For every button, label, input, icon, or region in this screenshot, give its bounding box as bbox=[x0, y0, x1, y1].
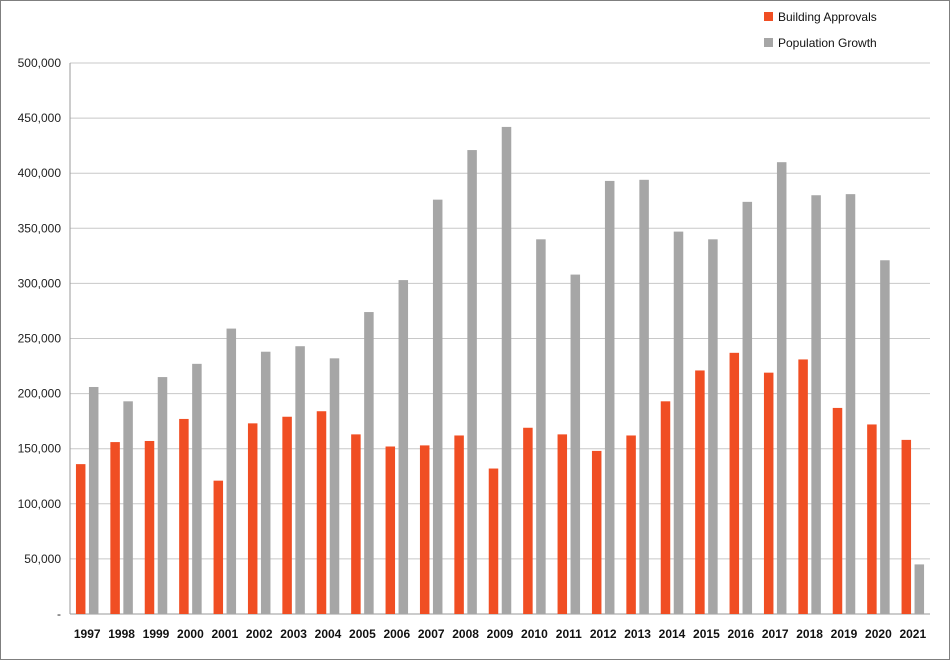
bar-building-approvals-2017 bbox=[763, 372, 774, 614]
x-tick-label: 2015 bbox=[693, 627, 720, 641]
y-tick-label: 250,000 bbox=[18, 332, 62, 346]
bar-population-growth-2013 bbox=[639, 179, 649, 614]
y-tick-label: 200,000 bbox=[18, 387, 62, 401]
x-tick-label: 2016 bbox=[727, 627, 754, 641]
x-tick-label: 1999 bbox=[143, 627, 170, 641]
bar-building-approvals-2003 bbox=[282, 416, 292, 614]
y-tick-label: - bbox=[57, 607, 61, 621]
legend-label-population-growth: Population Growth bbox=[778, 36, 877, 50]
bar-population-growth-2021 bbox=[914, 564, 925, 614]
x-axis-tick-labels: 1997 1998 1999 2000 2001 2002 2003 2004 2005 2006… bbox=[74, 627, 927, 641]
bar-population-growth-2017 bbox=[776, 162, 787, 614]
bar-building-approvals-2001 bbox=[213, 480, 224, 614]
x-tick-label: 2002 bbox=[246, 627, 273, 641]
bar-population-growth-2003 bbox=[295, 346, 305, 614]
bar-building-approvals-2009 bbox=[488, 468, 499, 614]
y-tick-label: 150,000 bbox=[18, 442, 62, 456]
x-tick-label: 2009 bbox=[487, 627, 514, 641]
bar-population-growth-2012 bbox=[604, 180, 615, 614]
bar-building-approvals-1999 bbox=[144, 440, 155, 614]
y-tick-label: 350,000 bbox=[18, 221, 62, 235]
x-tick-label: 2003 bbox=[280, 627, 307, 641]
bar-building-approvals-2000 bbox=[179, 418, 189, 614]
bar-building-approvals-2014 bbox=[660, 401, 671, 614]
x-tick-label: 2005 bbox=[349, 627, 376, 641]
bar-population-growth-2008 bbox=[467, 150, 477, 615]
bar-building-approvals-2016 bbox=[729, 352, 740, 614]
bar-building-approvals-2020 bbox=[867, 424, 877, 614]
y-tick-label: 300,000 bbox=[18, 276, 62, 290]
legend-swatch-building-approvals bbox=[764, 12, 773, 21]
bar-population-growth-2016 bbox=[742, 201, 753, 615]
y-tick-label: 400,000 bbox=[18, 166, 62, 180]
bar-population-growth-2010 bbox=[536, 239, 546, 614]
bar-population-growth-1997 bbox=[88, 386, 99, 614]
y-axis-tick-labels: - 50,000 100,000 150,000 200,000 250,000 300,0… bbox=[18, 56, 62, 621]
x-tick-label: 2014 bbox=[659, 627, 686, 641]
x-tick-label: 2007 bbox=[418, 627, 445, 641]
bar-population-growth-2005 bbox=[364, 312, 374, 614]
bar-population-growth-2015 bbox=[708, 239, 718, 614]
x-tick-label: 2018 bbox=[796, 627, 823, 641]
bar-building-approvals-2012 bbox=[591, 450, 602, 614]
x-tick-label: 2008 bbox=[452, 627, 479, 641]
bar-building-approvals-2013 bbox=[626, 435, 636, 614]
legend-swatch-population-growth bbox=[764, 38, 773, 47]
x-tick-label: 2017 bbox=[762, 627, 789, 641]
bar-population-growth-1998 bbox=[123, 401, 133, 614]
x-tick-label: 2011 bbox=[556, 627, 582, 641]
bar-building-approvals-1998 bbox=[110, 442, 120, 614]
x-tick-label: 2020 bbox=[865, 627, 892, 641]
bars bbox=[75, 126, 925, 615]
x-tick-label: 2013 bbox=[624, 627, 651, 641]
bar-population-growth-2000 bbox=[192, 363, 202, 614]
bar-building-approvals-2010 bbox=[523, 427, 533, 614]
bar-population-growth-2011 bbox=[570, 274, 581, 614]
bar-building-approvals-2007 bbox=[419, 445, 430, 614]
bar-building-approvals-2015 bbox=[695, 370, 705, 614]
x-tick-label: 2019 bbox=[831, 627, 858, 641]
bar-building-approvals-2002 bbox=[247, 423, 258, 614]
bar-building-approvals-2008 bbox=[454, 435, 464, 614]
bar-building-approvals-2004 bbox=[316, 411, 327, 614]
bar-building-approvals-2019 bbox=[832, 407, 843, 614]
x-tick-label: 1997 bbox=[74, 627, 101, 641]
x-tick-label: 2006 bbox=[383, 627, 410, 641]
bar-building-approvals-2021 bbox=[901, 439, 912, 614]
x-tick-label: 2010 bbox=[521, 627, 548, 641]
bar-population-growth-2002 bbox=[260, 351, 271, 614]
x-tick-label: 2001 bbox=[211, 627, 238, 641]
y-tick-label: 500,000 bbox=[18, 56, 62, 70]
bar-population-growth-2014 bbox=[673, 231, 684, 614]
legend-label-building-approvals: Building Approvals bbox=[778, 10, 877, 24]
bar-building-approvals-2005 bbox=[351, 434, 361, 614]
x-tick-label: 2000 bbox=[177, 627, 204, 641]
bar-population-growth-1999 bbox=[157, 377, 168, 614]
y-tick-label: 100,000 bbox=[18, 497, 62, 511]
x-tick-label: 2021 bbox=[899, 627, 926, 641]
bar-building-approvals-2006 bbox=[385, 446, 396, 614]
bar-population-growth-2004 bbox=[329, 358, 340, 614]
bar-population-growth-2006 bbox=[398, 280, 409, 614]
bar-population-growth-2007 bbox=[432, 199, 443, 614]
y-tick-label: 50,000 bbox=[24, 552, 61, 566]
bar-population-growth-2009 bbox=[501, 126, 512, 614]
bar-population-growth-2018 bbox=[811, 195, 821, 615]
x-tick-label: 2012 bbox=[590, 627, 617, 641]
bar-building-approvals-2018 bbox=[798, 359, 808, 614]
x-tick-label: 2004 bbox=[315, 627, 342, 641]
bar-population-growth-2001 bbox=[226, 328, 237, 614]
bar-population-growth-2020 bbox=[880, 260, 890, 614]
legend: Building Approvals Population Growth bbox=[764, 10, 877, 50]
x-tick-label: 1998 bbox=[108, 627, 135, 641]
bar-building-approvals-1997 bbox=[75, 464, 86, 614]
bar-population-growth-2019 bbox=[845, 194, 856, 614]
y-tick-label: 450,000 bbox=[18, 111, 62, 125]
bar-building-approvals-2011 bbox=[557, 434, 568, 614]
gridlines bbox=[69, 62, 930, 615]
